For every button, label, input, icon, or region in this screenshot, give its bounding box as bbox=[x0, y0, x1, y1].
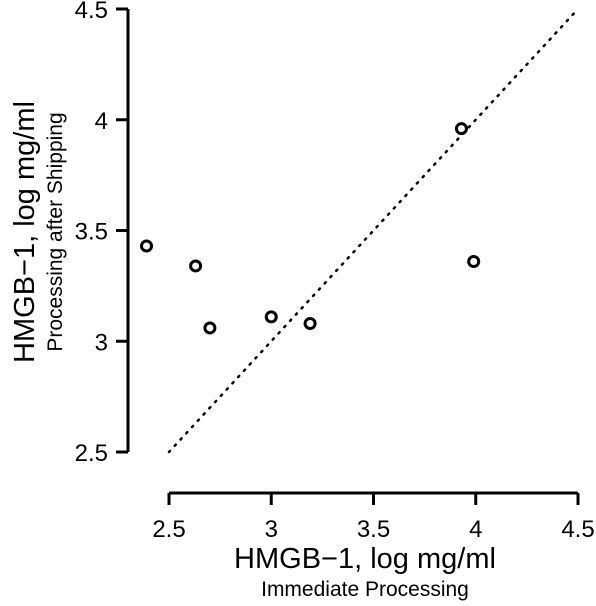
y-tick-label: 4.5 bbox=[75, 0, 108, 24]
data-point bbox=[264, 310, 278, 324]
y-tick-label: 4 bbox=[95, 108, 108, 135]
data-point bbox=[303, 317, 317, 331]
y-tick-label: 3 bbox=[95, 329, 108, 356]
data-point bbox=[140, 239, 154, 253]
data-point bbox=[203, 321, 217, 335]
identity-reference-line bbox=[167, 7, 580, 454]
x-tick-label: 4 bbox=[469, 516, 482, 543]
y-tick-label: 2.5 bbox=[75, 440, 108, 467]
y-tick-label: 3.5 bbox=[75, 219, 108, 246]
data-point bbox=[467, 255, 481, 269]
y-axis-subtitle: Processing after Shipping bbox=[44, 112, 67, 351]
data-point bbox=[454, 122, 468, 136]
y-axis-ticks: 2.5 3 3.5 4 4.5 bbox=[75, 0, 128, 467]
x-tick-label: 2.5 bbox=[152, 516, 185, 543]
x-tick-label: 3.5 bbox=[357, 516, 390, 543]
data-points bbox=[140, 122, 481, 335]
x-axis-title: HMGB−1, log mg/ml bbox=[234, 543, 496, 575]
x-tick-label: 4.5 bbox=[561, 516, 594, 543]
x-tick-label: 3 bbox=[265, 516, 278, 543]
data-point bbox=[189, 259, 203, 273]
y-axis-title: HMGB−1, log mg/ml bbox=[9, 101, 41, 363]
x-axis-subtitle: Immediate Processing bbox=[261, 578, 469, 601]
x-axis-ticks: 2.5 3 3.5 4 4.5 bbox=[152, 493, 595, 543]
